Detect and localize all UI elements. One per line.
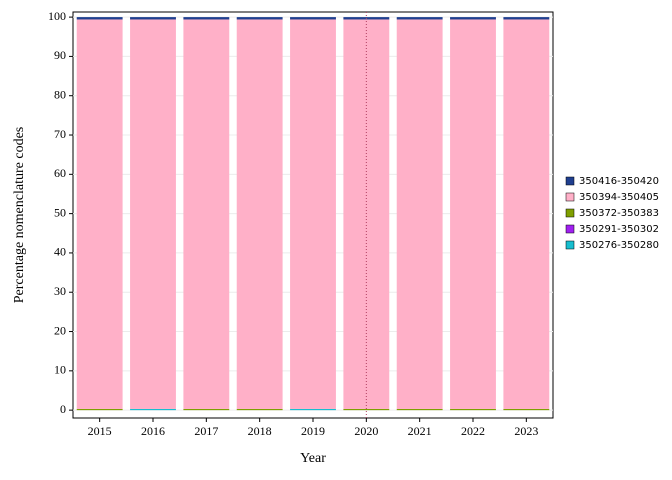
legend-text: 350276-350280 (579, 240, 659, 251)
x-tick-label: 2022 (461, 424, 485, 438)
bar-segment (450, 408, 496, 411)
y-axis-label: Percentage nomenclature codes (12, 127, 27, 303)
y-tick-label: 0 (60, 402, 66, 416)
bar-segment (343, 19, 390, 409)
bar-segment (76, 17, 123, 20)
y-tick-label: 20 (54, 323, 66, 337)
bar-segment (76, 408, 123, 411)
legend-text: 350372-350383 (579, 208, 659, 219)
y-tick-label: 10 (54, 363, 66, 377)
legend-text: 350291-350302 (579, 224, 659, 235)
bar-segment (290, 17, 336, 20)
bar-segment (290, 19, 336, 409)
x-tick-label: 2018 (248, 424, 272, 438)
legend-swatch (565, 240, 575, 250)
legend-swatch (565, 224, 575, 234)
bar-segment (343, 408, 390, 411)
x-tick-label: 2020 (354, 424, 378, 438)
x-tick-label: 2016 (141, 424, 165, 438)
bar-segment (503, 17, 550, 20)
bar-segment (396, 19, 443, 409)
bar-segment (183, 19, 230, 409)
bar-segment (450, 19, 496, 409)
bar-segment (396, 408, 443, 411)
y-tick-label: 80 (54, 87, 66, 101)
bar-segment (76, 19, 123, 409)
bar-segment (236, 17, 283, 20)
x-tick-label: 2019 (301, 424, 325, 438)
bar-segment (183, 408, 230, 411)
bar-segment (503, 19, 550, 409)
x-tick-label: 2023 (514, 424, 538, 438)
y-tick-label: 70 (54, 127, 66, 141)
y-tick-label: 60 (54, 166, 66, 180)
legend-swatch (565, 192, 575, 202)
x-tick-label: 2021 (408, 424, 432, 438)
x-tick-label: 2015 (88, 424, 112, 438)
legend-text: 350394-350405 (579, 192, 659, 203)
legend-swatch (565, 208, 575, 218)
bar-segment (396, 17, 443, 20)
x-axis-label: Year (300, 451, 326, 466)
bar-segment (236, 408, 283, 411)
y-tick-label: 50 (54, 205, 66, 219)
bar-segment (450, 17, 496, 20)
y-tick-label: 100 (48, 9, 66, 23)
x-tick-label: 2017 (194, 424, 218, 438)
y-tick-label: 40 (54, 245, 66, 259)
legend-text: 350416-350420 (579, 176, 659, 187)
legend-swatch (565, 176, 575, 186)
y-tick-label: 30 (54, 284, 66, 298)
bar-segment (290, 408, 336, 411)
bar-segment (236, 19, 283, 409)
bar-segment (130, 408, 176, 411)
bar-segment (183, 17, 230, 20)
bar-segment (503, 408, 550, 411)
y-tick-label: 90 (54, 48, 66, 62)
bar-segment (130, 17, 176, 20)
bar-segment (130, 19, 176, 409)
